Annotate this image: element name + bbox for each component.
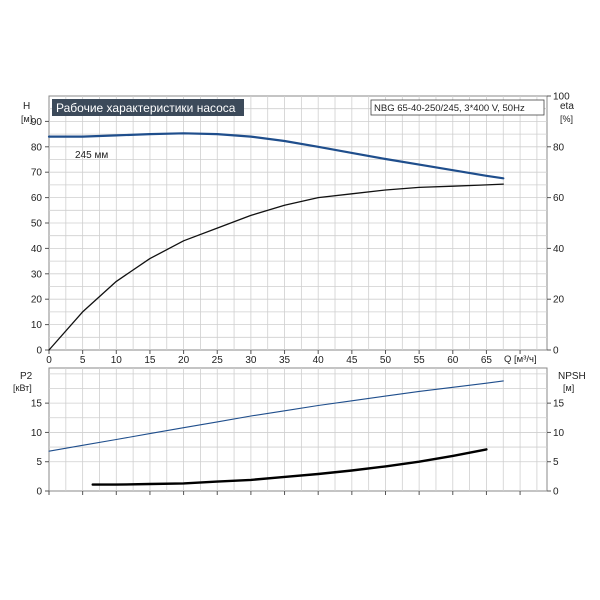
- tick-label-right: 60: [553, 193, 565, 204]
- power-npsh-panel: 0 5 10 15 0 5 10 15: [31, 367, 565, 498]
- tick-label-x: 65: [481, 355, 493, 366]
- tick-label-right: 10: [553, 428, 565, 439]
- tick-label-left: 30: [31, 269, 43, 280]
- tick-label-left: 50: [31, 219, 43, 230]
- y-axis-unit-eta: [%]: [560, 114, 573, 124]
- series-line-2: [48, 183, 504, 351]
- tick-label-left: 90: [31, 117, 43, 128]
- tick-label-x: 55: [414, 355, 426, 366]
- series-label-245: 245 мм: [75, 150, 108, 161]
- tick-label-right: 20: [553, 295, 565, 306]
- tick-label-left: 20: [31, 295, 43, 306]
- y-axis-unit-h: [м]: [21, 114, 32, 124]
- tick-label-right: 15: [553, 399, 565, 410]
- tick-label-right: 5: [553, 457, 559, 468]
- tick-label-x: 40: [313, 355, 325, 366]
- tick-label-left: 40: [31, 244, 43, 255]
- y-axis-label-npsh: NPSH: [558, 371, 586, 382]
- y-axis-unit-p2: [кВт]: [13, 383, 32, 393]
- model-label: NBG 65-40-250/245, 3*400 V, 50Hz: [374, 103, 525, 114]
- tick-label-left: 0: [36, 346, 42, 357]
- tick-label-x: 5: [80, 355, 86, 366]
- chart-title: Рабочие характеристики насоса: [56, 101, 236, 115]
- tick-label-x: 10: [111, 355, 123, 366]
- model-label-box: [370, 99, 545, 116]
- y-axis-label-h: H: [23, 101, 30, 112]
- tick-label-x: 35: [279, 355, 291, 366]
- series-line-2: [91, 448, 488, 486]
- tick-label-left: 10: [31, 428, 43, 439]
- tick-label-x: 60: [447, 355, 459, 366]
- tick-label-left: 15: [31, 399, 43, 410]
- tick-label-right: 0: [553, 487, 559, 498]
- title-box: [52, 99, 244, 116]
- tick-label-right: 80: [553, 142, 565, 153]
- tick-label-x: 45: [346, 355, 358, 366]
- tick-label-x: 30: [245, 355, 257, 366]
- y-axis-unit-npsh: [м]: [563, 383, 574, 393]
- tick-label-x: 15: [144, 355, 156, 366]
- y-axis-label-p2: P2: [20, 371, 33, 382]
- tick-label-x: 50: [380, 355, 392, 366]
- tick-label-x: 20: [178, 355, 190, 366]
- x-axis-label: Q [м³/ч]: [504, 354, 537, 365]
- tick-label-left: 80: [31, 142, 43, 153]
- plot-area: [48, 367, 548, 492]
- tick-label-left: 5: [36, 457, 42, 468]
- tick-label-right: 0: [553, 346, 559, 357]
- y-axis-label-eta: eta: [560, 101, 574, 112]
- tick-label-left: 0: [36, 487, 42, 498]
- series-line-1: [47, 132, 505, 180]
- tick-label-left: 60: [31, 193, 43, 204]
- tick-label-x: 0: [46, 355, 52, 366]
- series-line-1: [48, 380, 504, 452]
- tick-label-left: 70: [31, 168, 43, 179]
- tick-label-right: 100: [553, 92, 570, 103]
- head-efficiency-panel: 0 10 20 30 40 50 60 70 80 90 0 20 40 60 80 100 0 5 10 15 20 2…: [31, 92, 570, 367]
- tick-label-x: 25: [212, 355, 224, 366]
- tick-label-left: 10: [31, 320, 43, 331]
- tick-label-right: 40: [553, 244, 565, 255]
